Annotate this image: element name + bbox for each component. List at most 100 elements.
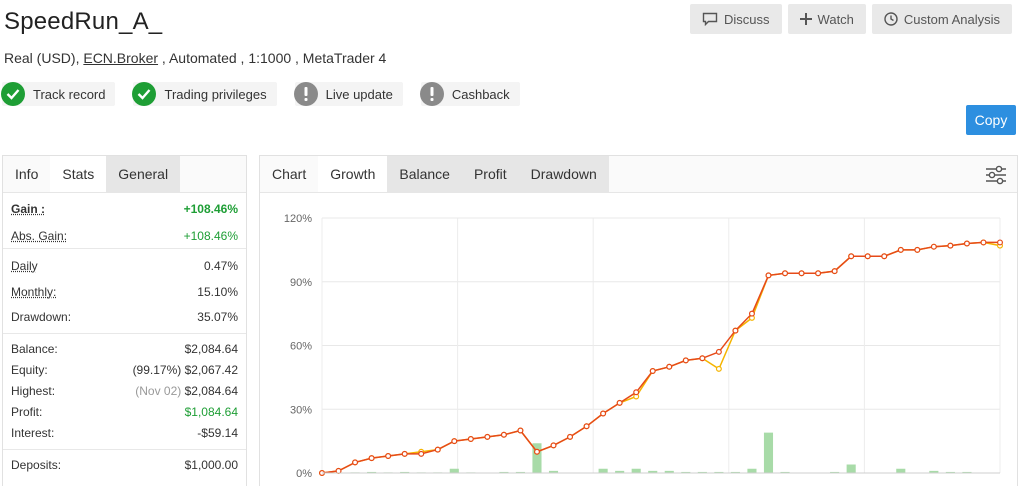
stat-value: $2,084.64 [184,383,238,398]
data-point-growth [484,433,491,440]
stats-list: Gain : +108.46% Abs. Gain: +108.46% Dail… [3,198,246,475]
data-point-growth [930,243,937,250]
stat-row-gain: Gain : +108.46% [11,198,238,219]
stat-row-monthly: Monthly: 15.10% [11,281,238,302]
tab-stats[interactable]: Stats [50,156,107,192]
stat-label[interactable]: Abs. Gain: [11,228,68,243]
divider [3,333,246,334]
top-actions: Discuss Watch Custom Analysis [690,4,1012,34]
chart-panel: Chart Growth Balance Profit Drawdown 0% 3… [259,155,1018,486]
data-point-growth [897,246,904,253]
stat-label[interactable]: Daily [11,258,38,273]
account-info: Real (USD), ECN.Broker , Automated , 1:1… [4,50,386,66]
stat-value: 0.47% [203,258,238,273]
stat-value: 15.10% [197,284,238,299]
stat-label: Deposits: [11,457,62,472]
data-point-growth [815,270,822,277]
data-point-growth [385,453,392,460]
broker-link[interactable]: ECN.Broker [83,50,159,66]
check-icon [1,82,25,106]
bar [945,471,955,473]
verification-badges: Track record Trading privileges Live upd… [1,82,520,106]
data-point-growth [682,357,689,364]
plus-icon [799,13,812,25]
data-point-growth [600,410,607,417]
custom-analysis-label: Custom Analysis [903,11,1000,27]
stat-note: (99.17%) [132,362,182,377]
discuss-button[interactable]: Discuss [690,4,782,34]
bar [681,471,691,473]
bar [846,464,856,473]
badge-label: Live update [325,86,393,102]
data-point-growth [368,455,375,462]
stats-tabs: Info Stats General [3,156,246,193]
y-tick-label: 60% [290,341,312,353]
bar [830,471,840,473]
bar [598,468,608,473]
badge-live-update[interactable]: Live update [293,82,403,106]
data-point-equity [715,365,722,372]
tab-balance[interactable]: Balance [387,156,462,192]
stat-label[interactable]: Monthly: [11,284,57,299]
badge-label: Cashback [451,86,510,102]
discuss-label: Discuss [724,11,770,27]
custom-analysis-button[interactable]: Custom Analysis [871,4,1012,34]
tab-growth[interactable]: Growth [318,156,388,192]
watch-label: Watch [817,11,854,27]
tab-profit[interactable]: Profit [461,156,519,192]
copy-button[interactable]: Copy [966,105,1016,135]
bar [929,470,939,473]
bar [449,468,459,473]
bar [780,471,790,473]
data-point-growth [963,240,970,247]
data-point-growth [666,363,673,370]
stat-value: -$59.14 [197,425,238,440]
bar [499,471,509,473]
stat-value: $1,000.00 [184,457,238,472]
exclamation-icon [293,82,318,106]
data-point-growth [831,268,838,275]
chat-bubble-icon [702,12,718,26]
data-point-growth [550,442,557,449]
bar [763,432,774,473]
account-details: , Automated , 1:1000 , MetaTrader 4 [158,50,387,66]
data-point-growth [352,459,359,466]
data-point-growth [699,355,706,362]
data-point-growth [765,272,772,279]
stat-row-daily: Daily 0.47% [11,255,238,276]
bar [615,470,625,473]
data-point-growth [715,348,722,355]
watch-button[interactable]: Watch [787,4,866,34]
bar [664,470,674,473]
badge-trading-privileges[interactable]: Trading privileges [132,82,277,106]
data-point-growth [848,253,855,260]
chart-settings-icon[interactable] [985,165,1007,185]
bar [962,471,972,473]
bar [548,470,559,473]
y-tick-label: 90% [290,277,312,289]
tab-info[interactable]: Info [15,166,39,182]
data-point-growth [401,450,408,457]
bar [648,470,658,473]
stat-row-interest: Interest: -$59.14 [11,422,238,443]
tab-chart[interactable]: Chart [272,166,307,182]
badge-track-record[interactable]: Track record [1,82,116,106]
stat-label: Interest: [11,425,55,440]
series-line-equity [321,241,1001,474]
tab-drawdown[interactable]: Drawdown [518,156,609,192]
badge-label: Trading privileges [164,86,267,102]
stat-label: Profit: [11,404,43,419]
data-point-growth [567,433,574,440]
data-point-growth [533,448,540,455]
clock-icon [884,12,898,26]
tab-general[interactable]: General [106,156,181,192]
bar [747,468,757,473]
growth-chart: 0% 30% 60% 90% 120% [284,213,1003,480]
stats-panel: Info Stats General Gain : +108.46% Abs. … [2,155,247,486]
data-point-growth [434,446,441,453]
stat-value: $2,067.42 [184,362,238,377]
bar [730,471,740,473]
stat-label[interactable]: Gain : [11,201,46,216]
badge-cashback[interactable]: Cashback [419,82,520,106]
data-point-growth [782,270,789,277]
